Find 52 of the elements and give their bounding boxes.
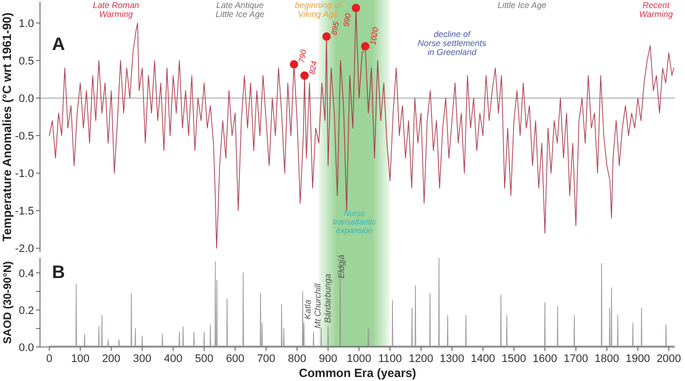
y-tick-label: 0.2 bbox=[18, 304, 34, 317]
annotation: 895 bbox=[330, 20, 341, 36]
y-tick-label: -0.5 bbox=[15, 130, 34, 143]
y-tick-label: -1.5 bbox=[15, 206, 34, 218]
x-axis-title: Common Era (years) bbox=[298, 366, 416, 380]
x-tick-label: 900 bbox=[318, 353, 338, 365]
annotation: 1020 bbox=[368, 26, 380, 46]
annotation: Katla bbox=[302, 300, 313, 320]
x-tick-label: 1300 bbox=[440, 353, 464, 365]
x-tick-label: 200 bbox=[102, 353, 120, 365]
annotation: A bbox=[52, 34, 65, 54]
x-tick-label: 1900 bbox=[626, 353, 650, 365]
x-tick-label: 1100 bbox=[378, 353, 402, 365]
x-tick-label: 500 bbox=[194, 353, 214, 365]
annotation: Recent Warming bbox=[639, 0, 674, 19]
annotation: Late Antique Little Ice Age bbox=[216, 0, 265, 19]
y-tick-label: -2.0 bbox=[15, 243, 34, 256]
x-tick-label: 100 bbox=[71, 353, 90, 365]
x-tick-label: 0 bbox=[46, 353, 52, 365]
x-tick-label: 800 bbox=[288, 353, 306, 365]
y-tick-label: 0.5 bbox=[18, 56, 34, 68]
x-tick-label: 1000 bbox=[346, 353, 372, 365]
annotation: Eldgjá bbox=[336, 254, 346, 278]
x-tick-label: 1500 bbox=[502, 353, 526, 365]
x-tick-label: 300 bbox=[133, 353, 152, 365]
x-tick-label: 1600 bbox=[532, 353, 558, 365]
annotation: Little Ice Age bbox=[498, 0, 547, 10]
x-tick-label: 1700 bbox=[564, 353, 588, 365]
x-tick-label: 1200 bbox=[408, 353, 434, 365]
y-tick-label: 0.0 bbox=[18, 342, 34, 354]
y-tick-label: 0.0 bbox=[18, 93, 34, 106]
y-axis-title: SAOD (30-90°N) bbox=[2, 260, 14, 344]
y-tick-label: 1.0 bbox=[18, 18, 34, 30]
annotation: 790 bbox=[297, 48, 308, 64]
annotation: Bárdarbunga bbox=[322, 273, 333, 323]
annotation: Late Roman Warming bbox=[92, 0, 140, 19]
annotation: beginning of Viking Age bbox=[294, 0, 343, 19]
y-tick-label: 0.4 bbox=[18, 268, 34, 280]
y-axis-title: Temperature Anomalies (°C wrt 1961-90) bbox=[0, 12, 14, 242]
band-label: Norse transatlantic expansion bbox=[332, 209, 376, 235]
x-tick-label: 1400 bbox=[470, 353, 496, 365]
x-tick-label: 1800 bbox=[594, 353, 620, 365]
annotation: B bbox=[52, 262, 65, 282]
annotation: 824 bbox=[308, 60, 319, 75]
x-tick-label: 700 bbox=[256, 353, 276, 365]
annotation: 990 bbox=[342, 12, 354, 28]
annotation: decline of Norse settlements in Greenland bbox=[418, 29, 487, 57]
x-tick-label: 400 bbox=[164, 353, 182, 365]
x-tick-label: 600 bbox=[226, 353, 244, 365]
y-tick-label: -1.0 bbox=[15, 168, 34, 180]
x-tick-label: 2000 bbox=[656, 353, 682, 365]
annotation: Mt Churchill bbox=[312, 282, 322, 328]
